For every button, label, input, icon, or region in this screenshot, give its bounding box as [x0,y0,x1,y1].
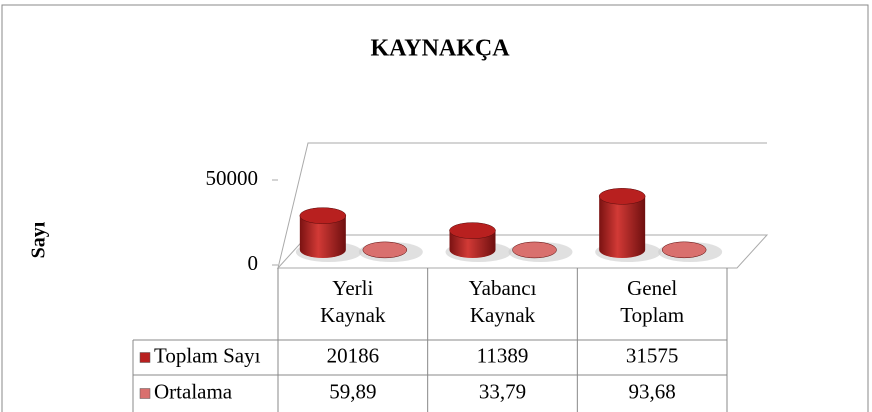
category-label-line: Genel [627,276,677,300]
table-value: 93,68 [629,379,676,403]
cylinder [358,241,423,262]
category-label: Yabancı Kaynak [469,276,537,327]
cylinder-body [599,188,646,258]
legend-label: Toplam Sayı [154,343,261,367]
cylinder [295,207,362,262]
y-axis-label: Sayı [28,221,50,258]
chart-title: KAYNAKÇA [370,36,510,62]
frame [1,4,869,412]
cylinder-top [299,207,347,224]
category-label: Genel Toplam [620,276,684,327]
table-value: 20186 [327,343,380,367]
cylinder-top [449,222,496,239]
category-label-line: Kaynak [320,303,386,327]
cylinder [445,222,512,262]
table-value: 31575 [626,343,679,367]
legend-label: Ortalama [154,379,233,403]
cylinder-top [598,188,646,205]
category-label-line: Yabancı [469,276,537,300]
cylinder [658,241,723,262]
y-tick-label: 50000 [206,166,259,190]
category-label-line: Yerli [332,276,373,300]
table-value: 11389 [477,343,529,367]
category-label-line: Kaynak [470,303,536,327]
cylinder-top [512,241,557,259]
table-value: 33,79 [479,379,526,403]
cylinder-top [362,241,408,259]
category-label: Yerli Kaynak [320,276,386,327]
y-tick-label: 0 [248,251,259,275]
table-value: 59,89 [329,379,376,403]
back-wall [277,142,767,269]
legend-key [139,388,151,399]
cylinder [508,241,573,262]
cylinder [595,188,662,262]
category-label-line: Toplam [620,303,684,327]
legend-key [139,352,151,363]
cylinder-top [661,241,707,259]
